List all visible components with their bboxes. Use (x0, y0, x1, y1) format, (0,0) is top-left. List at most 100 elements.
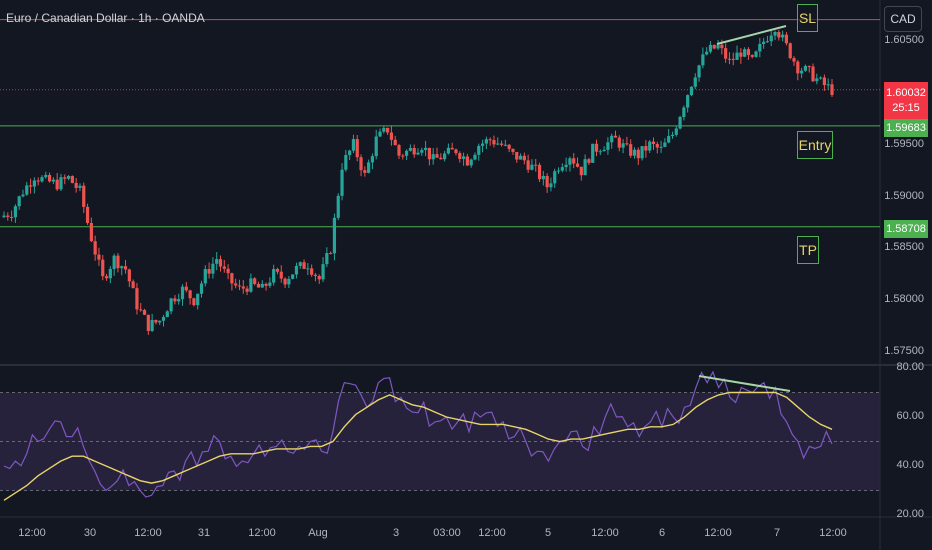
candle (294, 262, 299, 279)
time-tick-label: 30 (83, 527, 97, 539)
candle-body (784, 34, 789, 44)
candle (442, 150, 447, 162)
candle (701, 47, 705, 69)
candle (355, 135, 359, 162)
candle (769, 29, 773, 47)
candle-body (724, 48, 728, 59)
candle-body (636, 149, 640, 159)
candle-body (492, 140, 496, 145)
candle (93, 235, 97, 261)
candle (139, 303, 143, 312)
candle (279, 265, 283, 283)
candle (363, 166, 367, 177)
candle-body (594, 143, 599, 152)
candle (302, 259, 306, 270)
candle (123, 259, 128, 274)
candle-body (655, 143, 659, 148)
candle-body (826, 84, 830, 86)
candle (598, 149, 602, 156)
candle-body (670, 134, 675, 137)
candle (47, 172, 52, 183)
candle-body (127, 269, 131, 282)
time-tick-label: 6 (658, 527, 666, 539)
candle-body (450, 147, 454, 150)
candle (59, 173, 63, 192)
candle (154, 319, 158, 325)
candle (560, 163, 564, 173)
candle (306, 263, 310, 276)
candle (458, 151, 462, 163)
tp-annotation[interactable]: TP (797, 236, 819, 264)
candle (507, 144, 511, 153)
candle (743, 47, 747, 58)
candle (378, 128, 382, 138)
candle (317, 274, 321, 284)
candle-body (47, 174, 52, 182)
tp-price-tag: 1.58708 (884, 220, 928, 238)
candle-body (537, 164, 542, 180)
candle (800, 67, 804, 79)
candle-body (416, 152, 420, 155)
candle-body (564, 164, 568, 168)
candle (226, 264, 230, 280)
candle-body (13, 206, 17, 218)
candle-body (530, 164, 534, 170)
candle (465, 153, 469, 167)
candle-body (572, 158, 576, 164)
candle (454, 148, 458, 156)
candle (591, 143, 595, 164)
candle-body (158, 320, 162, 323)
rsi-trendline (698, 375, 791, 392)
candle (211, 257, 215, 279)
candle (522, 152, 526, 165)
candle-body (602, 149, 606, 152)
candle (739, 47, 743, 64)
candle-body (769, 35, 773, 42)
candle-body (378, 131, 382, 137)
candle (777, 29, 781, 41)
candle (55, 172, 59, 192)
candle-body (82, 185, 86, 207)
candle (572, 153, 576, 169)
candle (112, 253, 116, 276)
candle-body (135, 288, 139, 310)
candle (663, 138, 667, 148)
candle (256, 281, 261, 288)
candle-body (260, 283, 264, 288)
candle-body (234, 283, 238, 286)
candle-body (663, 142, 667, 147)
rsi-tick-label: 60.00 (896, 410, 924, 422)
candle-body (431, 154, 435, 160)
candle-body (689, 86, 694, 96)
candle (796, 59, 800, 81)
candle-body (534, 164, 538, 166)
candle (636, 147, 640, 165)
candle-body (70, 176, 74, 183)
candle-body (560, 167, 564, 171)
candle-body (2, 215, 6, 218)
candle-body (678, 116, 682, 129)
candle-body (268, 282, 272, 286)
candle-body (207, 269, 211, 274)
candle-body (473, 154, 477, 160)
candle (249, 273, 253, 293)
candle (644, 140, 648, 158)
candle (359, 154, 363, 177)
candle (287, 275, 291, 289)
candle-body (306, 268, 310, 270)
candle-body (640, 146, 644, 159)
candle-body (503, 144, 507, 146)
candle (469, 158, 473, 168)
currency-button[interactable]: CAD (884, 6, 922, 32)
sl-annotation[interactable]: SL (797, 4, 818, 32)
entry-annotation[interactable]: Entry (797, 131, 833, 159)
candle (461, 152, 466, 166)
candle-body (367, 162, 371, 173)
candle (537, 162, 542, 182)
candle-body (731, 58, 735, 60)
candle-body (420, 149, 424, 153)
candle-body (275, 269, 280, 272)
candle (351, 134, 356, 154)
candle-body (245, 288, 249, 292)
